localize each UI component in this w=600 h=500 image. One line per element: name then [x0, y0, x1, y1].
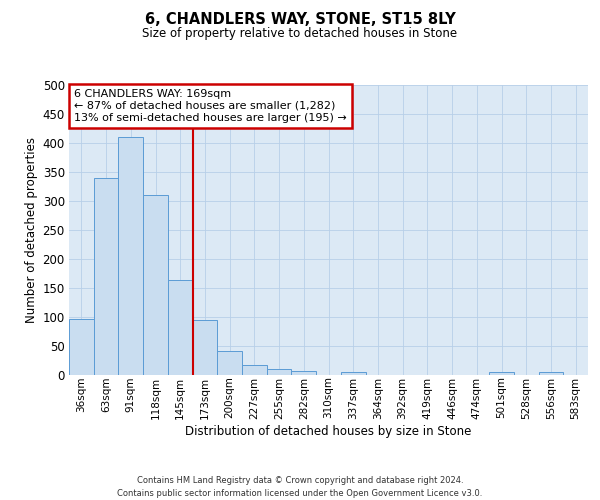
Text: Contains HM Land Registry data © Crown copyright and database right 2024.
Contai: Contains HM Land Registry data © Crown c… — [118, 476, 482, 498]
Bar — [242, 365, 267, 375]
Bar — [94, 178, 118, 375]
Y-axis label: Number of detached properties: Number of detached properties — [25, 137, 38, 323]
Bar — [143, 195, 168, 375]
Bar — [539, 372, 563, 375]
Bar — [168, 280, 193, 375]
Bar — [341, 372, 365, 375]
Bar — [489, 372, 514, 375]
X-axis label: Distribution of detached houses by size in Stone: Distribution of detached houses by size … — [185, 426, 472, 438]
Bar — [217, 350, 242, 375]
Text: 6, CHANDLERS WAY, STONE, ST15 8LY: 6, CHANDLERS WAY, STONE, ST15 8LY — [145, 12, 455, 28]
Bar — [118, 136, 143, 375]
Bar — [69, 318, 94, 375]
Text: Size of property relative to detached houses in Stone: Size of property relative to detached ho… — [142, 28, 458, 40]
Bar — [193, 320, 217, 375]
Bar — [292, 371, 316, 375]
Bar — [267, 368, 292, 375]
Text: 6 CHANDLERS WAY: 169sqm
← 87% of detached houses are smaller (1,282)
13% of semi: 6 CHANDLERS WAY: 169sqm ← 87% of detache… — [74, 90, 347, 122]
